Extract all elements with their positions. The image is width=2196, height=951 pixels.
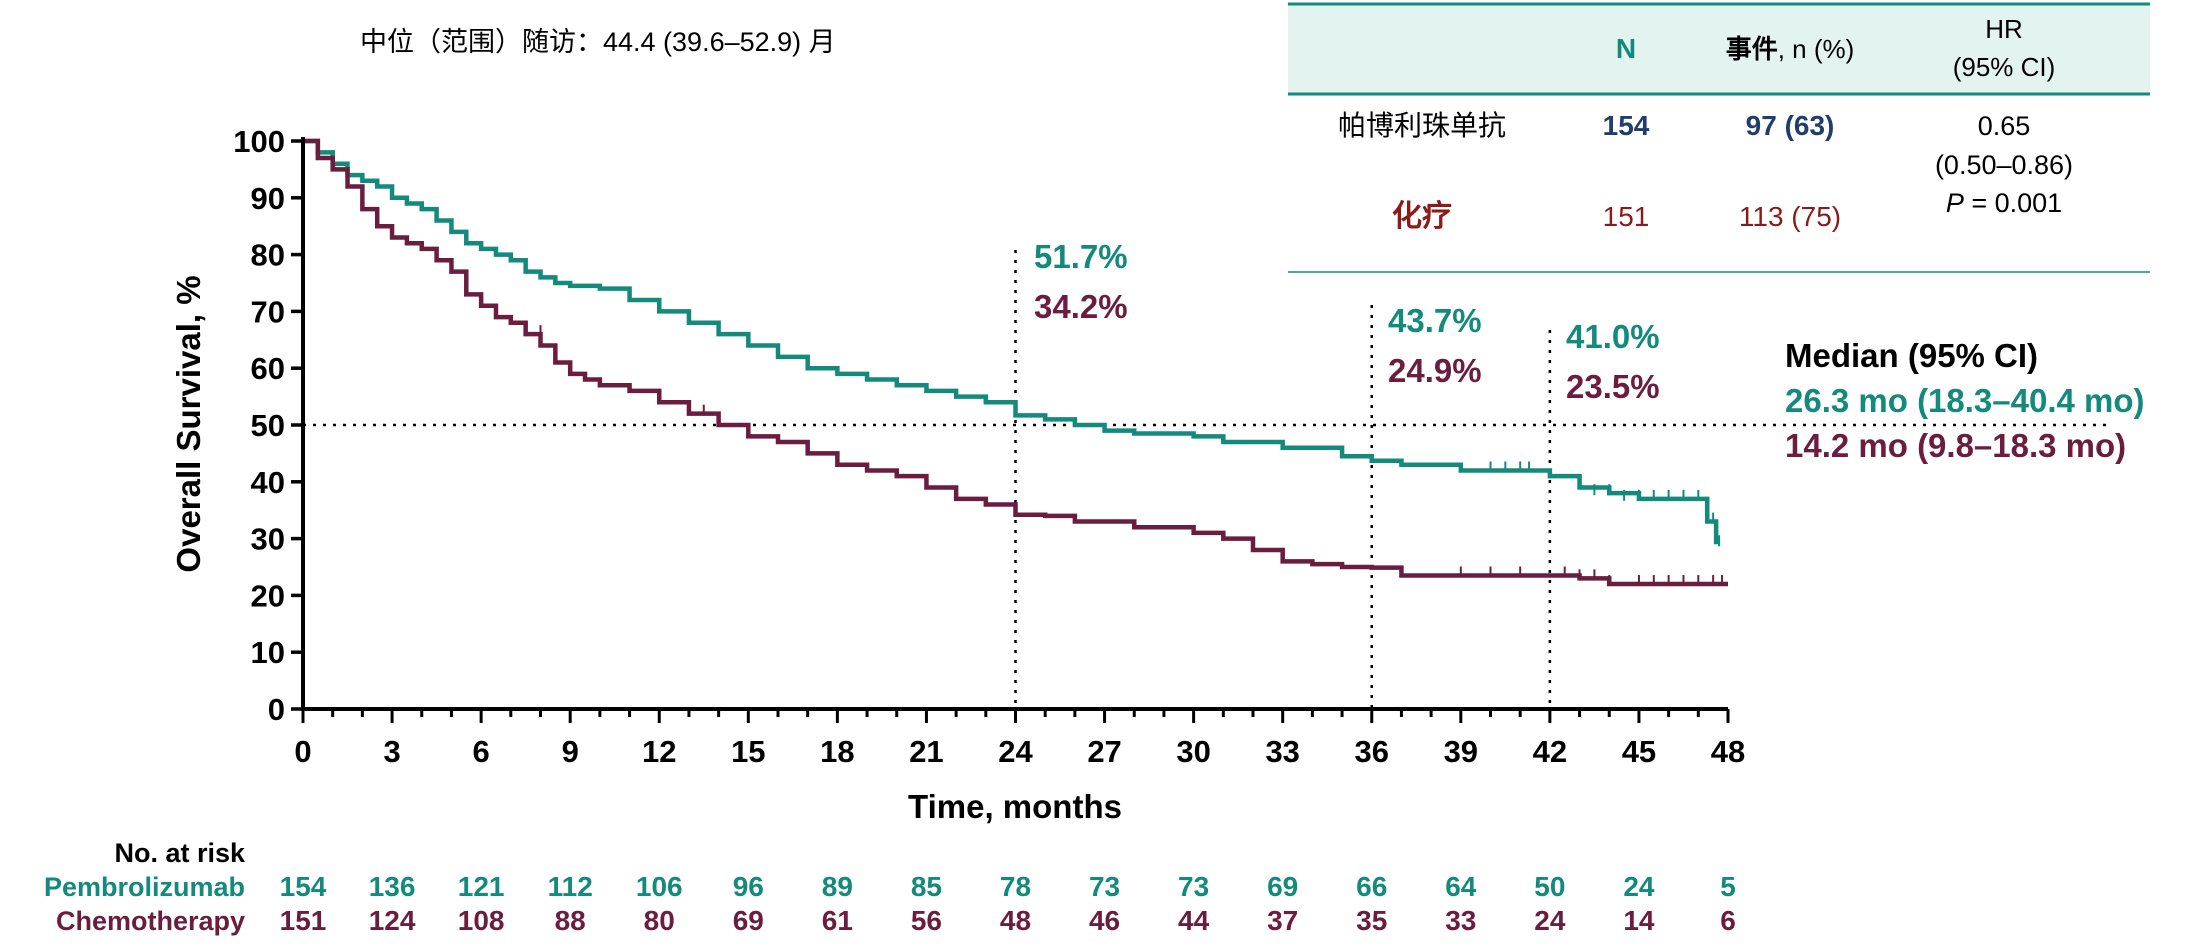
risk-value-chemotherapy: 108 xyxy=(458,905,505,936)
y-tick-label: 30 xyxy=(251,522,285,557)
risk-value-pembrolizumab: 66 xyxy=(1356,871,1387,902)
x-tick-label: 3 xyxy=(383,734,400,769)
risk-value-pembrolizumab: 73 xyxy=(1178,871,1209,902)
risk-value-pembrolizumab: 5 xyxy=(1720,871,1736,902)
y-tick-label: 60 xyxy=(251,351,285,386)
risk-row-label-pembro: Pembrolizumab xyxy=(44,872,245,902)
risk-value-chemotherapy: 6 xyxy=(1720,905,1736,936)
risk-value-chemotherapy: 24 xyxy=(1534,905,1566,936)
milestone-pembro-36: 43.7% xyxy=(1388,302,1482,339)
x-tick-label: 33 xyxy=(1265,734,1299,769)
risk-value-pembrolizumab: 24 xyxy=(1623,871,1655,902)
risk-row-label-chemo: Chemotherapy xyxy=(56,906,245,936)
results-table: N 事件, n (%) HR (95% CI) 帕博利珠单抗 154 97 (6… xyxy=(1288,2,2150,273)
risk-value-pembrolizumab: 154 xyxy=(280,871,327,902)
table-header-events: 事件, n (%) xyxy=(1726,34,1855,64)
hr-value: 0.65 xyxy=(1978,111,2031,141)
x-tick-label: 27 xyxy=(1087,734,1121,769)
followup-text: 中位（范围）随访：44.4 (39.6–52.9) 月 xyxy=(360,27,836,57)
median-box: Median (95% CI) 26.3 mo (18.3–40.4 mo) 1… xyxy=(1785,337,2145,464)
risk-value-pembrolizumab: 85 xyxy=(911,871,942,902)
y-tick-label: 50 xyxy=(251,408,285,443)
risk-value-chemotherapy: 69 xyxy=(733,905,764,936)
risk-value-chemotherapy: 37 xyxy=(1267,905,1298,936)
risk-value-pembrolizumab: 50 xyxy=(1534,871,1565,902)
x-tick-label: 15 xyxy=(731,734,765,769)
x-tick-label: 24 xyxy=(998,734,1033,769)
risk-table: No. at risk Pembrolizumab Chemotherapy 1… xyxy=(44,838,1736,936)
risk-value-chemotherapy: 124 xyxy=(369,905,416,936)
risk-value-chemotherapy: 14 xyxy=(1623,905,1655,936)
y-tick-label: 10 xyxy=(251,635,285,670)
risk-value-pembrolizumab: 136 xyxy=(369,871,416,902)
x-axis-label: Time, months xyxy=(908,788,1122,825)
series-line-pembrolizumab xyxy=(303,138,1719,545)
milestone-chemo-36: 24.9% xyxy=(1388,352,1482,389)
risk-value-chemotherapy: 88 xyxy=(555,905,586,936)
risk-value-chemotherapy: 48 xyxy=(1000,905,1031,936)
table-header-bg xyxy=(1288,4,2150,94)
risk-value-pembrolizumab: 96 xyxy=(733,871,764,902)
median-pembro: 26.3 mo (18.3–40.4 mo) xyxy=(1785,382,2145,419)
milestone-chemo-42: 23.5% xyxy=(1566,368,1660,405)
row-chemo-label: 化疗 xyxy=(1392,200,1452,233)
risk-value-pembrolizumab: 78 xyxy=(1000,871,1031,902)
y-tick-label: 40 xyxy=(251,465,285,500)
risk-value-chemotherapy: 46 xyxy=(1089,905,1120,936)
x-tick-label: 12 xyxy=(642,734,676,769)
x-tick-label: 42 xyxy=(1533,734,1567,769)
risk-value-pembrolizumab: 106 xyxy=(636,871,683,902)
series-line-chemotherapy xyxy=(303,138,1728,587)
row-chemo-n: 151 xyxy=(1603,201,1650,232)
y-tick-label: 0 xyxy=(268,692,285,727)
risk-value-chemotherapy: 44 xyxy=(1178,905,1210,936)
y-tick-label: 70 xyxy=(251,294,285,329)
milestone-pembro-42: 41.0% xyxy=(1566,318,1660,355)
risk-value-pembrolizumab: 64 xyxy=(1445,871,1477,902)
x-tick-label: 21 xyxy=(909,734,943,769)
row-pembro-events: 97 (63) xyxy=(1746,110,1835,141)
median-title: Median (95% CI) xyxy=(1785,337,2038,374)
risk-value-pembrolizumab: 121 xyxy=(458,871,505,902)
row-pembro-label: 帕博利珠单抗 xyxy=(1338,110,1506,141)
risk-value-chemotherapy: 80 xyxy=(644,905,675,936)
risk-value-pembrolizumab: 69 xyxy=(1267,871,1298,902)
risk-value-chemotherapy: 56 xyxy=(911,905,942,936)
table-header-n: N xyxy=(1616,33,1636,64)
risk-value-chemotherapy: 151 xyxy=(280,905,327,936)
y-tick-label: 100 xyxy=(233,124,285,159)
p-value: P = 0.001 xyxy=(1946,188,2062,218)
table-header-ci: (95% CI) xyxy=(1953,52,2056,82)
table-header-hr: HR xyxy=(1985,14,2023,44)
y-axis-label: Overall Survival, % xyxy=(170,275,207,572)
risk-value-chemotherapy: 35 xyxy=(1356,905,1387,936)
y-tick-label: 80 xyxy=(251,238,285,273)
risk-title: No. at risk xyxy=(114,838,246,868)
x-tick-label: 45 xyxy=(1622,734,1656,769)
risk-value-chemotherapy: 61 xyxy=(822,905,853,936)
x-tick-label: 18 xyxy=(820,734,854,769)
risk-value-pembrolizumab: 73 xyxy=(1089,871,1120,902)
row-pembro-n: 154 xyxy=(1603,110,1650,141)
hr-ci: (0.50–0.86) xyxy=(1935,150,2073,180)
risk-value-pembrolizumab: 112 xyxy=(548,871,593,902)
x-tick-label: 36 xyxy=(1355,734,1389,769)
x-tick-label: 48 xyxy=(1711,734,1745,769)
risk-value-chemotherapy: 33 xyxy=(1445,905,1476,936)
y-tick-label: 20 xyxy=(251,578,285,613)
risk-value-pembrolizumab: 89 xyxy=(822,871,853,902)
x-tick-label: 6 xyxy=(473,734,490,769)
row-chemo-events: 113 (75) xyxy=(1739,201,1841,232)
y-tick-label: 90 xyxy=(251,181,285,216)
milestone-chemo-24: 34.2% xyxy=(1034,288,1128,325)
milestone-pembro-24: 51.7% xyxy=(1034,238,1128,275)
x-tick-label: 39 xyxy=(1444,734,1478,769)
median-chemo: 14.2 mo (9.8–18.3 mo) xyxy=(1785,427,2126,464)
x-tick-label: 0 xyxy=(294,734,311,769)
x-tick-label: 9 xyxy=(562,734,579,769)
x-tick-label: 30 xyxy=(1176,734,1210,769)
